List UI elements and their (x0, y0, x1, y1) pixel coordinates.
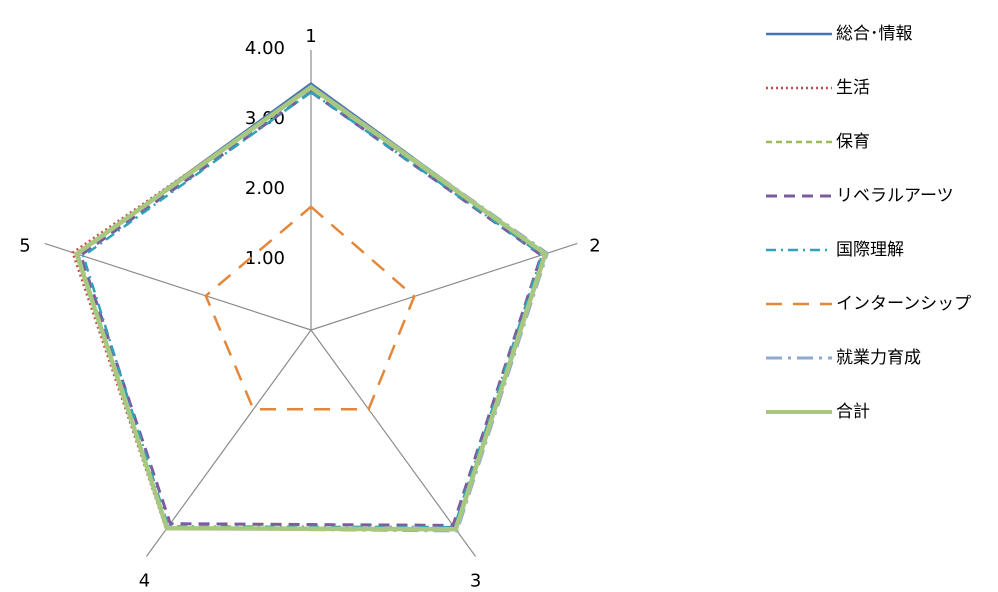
legend-label: 合計 (836, 402, 870, 422)
legend-label: 保育 (836, 132, 870, 152)
axis-label-4: 4 (139, 571, 150, 588)
legend-label: 就業力育成 (836, 348, 921, 368)
legend-item: インターンシップ (764, 292, 996, 316)
legend-swatch (766, 356, 832, 360)
radar-axis-4 (145, 329, 312, 557)
legend-label: 総合･情報 (836, 24, 913, 44)
axis-label-5: 5 (19, 235, 30, 256)
legend-item: 国際理解 (764, 238, 996, 262)
legend-item: 就業力育成 (764, 346, 996, 370)
legend-label: インターンシップ (836, 294, 972, 314)
radar-axis-3 (310, 329, 477, 557)
legend-item: リベラルアーツ (764, 184, 996, 208)
legend-swatch (766, 86, 832, 90)
radar-axis-5 (44, 242, 312, 331)
series-line-4 (81, 90, 544, 529)
axis-label-1: 1 (305, 26, 316, 47)
legend-swatch (766, 194, 832, 198)
legend-item: 生活 (764, 76, 996, 100)
legend-swatch (766, 410, 832, 414)
radial-tick-label: 2.00 (245, 178, 285, 199)
radial-tick-label: 4.00 (245, 38, 285, 59)
legend-label: 生活 (836, 78, 870, 98)
radial-tick-label: 1.00 (245, 248, 285, 269)
legend-swatch (766, 140, 832, 144)
axis-label-2: 2 (589, 235, 600, 256)
legend-swatch (766, 302, 832, 306)
axis-label-3: 3 (470, 571, 481, 588)
legend-swatch (766, 248, 832, 252)
series-line-7 (74, 84, 548, 532)
radar-axis-2 (310, 242, 578, 331)
legend-item: 総合･情報 (764, 22, 996, 46)
legend-label: 国際理解 (836, 240, 904, 260)
series-line-5 (204, 205, 416, 411)
legend-item: 保育 (764, 130, 996, 154)
legend-swatch (766, 32, 832, 36)
legend-label: リベラルアーツ (836, 186, 954, 206)
legend-item: 合計 (764, 400, 996, 424)
